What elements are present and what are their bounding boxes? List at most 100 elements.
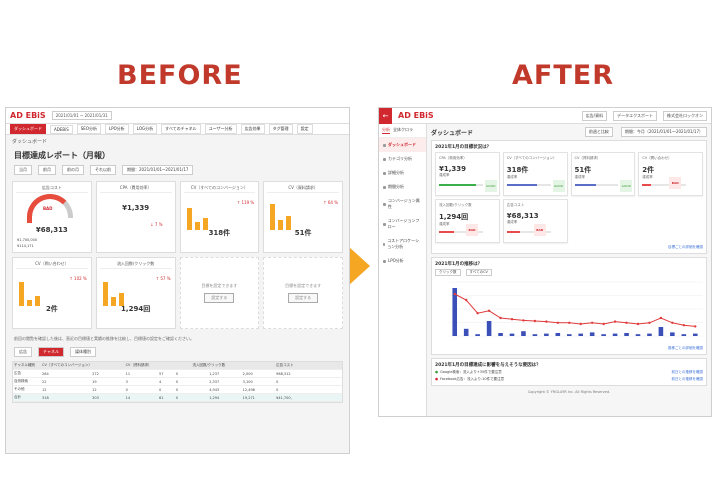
chart-bar[interactable] <box>521 331 526 336</box>
filter-button[interactable]: 前の月 <box>62 165 84 175</box>
chart-bar[interactable] <box>658 327 664 336</box>
goal-card[interactable]: CV（問い合わせ） 2件 達成率 BAD <box>638 152 703 196</box>
filter-button[interactable]: 当月 <box>14 165 32 175</box>
compare-select[interactable]: 前週と比較 <box>584 127 613 137</box>
chart-point[interactable] <box>453 292 456 296</box>
back-arrow-icon[interactable]: ← <box>379 108 392 124</box>
sidebar-item-detail[interactable]: 詳細分析 <box>379 166 426 180</box>
account-menu[interactable]: 株式会社ロックオン <box>663 110 707 121</box>
sidebar-tab[interactable]: 分析 <box>382 127 390 134</box>
table-row[interactable]: 自然検索 22 19 3 4 0 2,337 3,100 0 <box>13 378 342 386</box>
sidebar-item-period[interactable]: 期間分析 <box>379 180 426 194</box>
period-select[interactable]: 期間：今月（2021/01/01〜2021/01/17） <box>620 127 707 137</box>
chart-point[interactable] <box>694 325 697 328</box>
goal-card-cv-all[interactable]: CV（すべてのコンバージョン） ↑ 119 % 318件 <box>179 181 260 253</box>
nav-tab[interactable]: LOG分析 <box>132 124 158 134</box>
chart-bar[interactable] <box>692 333 698 336</box>
chart-bar[interactable] <box>647 333 652 336</box>
nav-tab[interactable]: すべてのチャネル <box>161 124 201 134</box>
chart-bar[interactable] <box>635 334 641 336</box>
table-tab[interactable]: 広告 <box>14 347 32 357</box>
nav-tab[interactable]: 広告効果 <box>240 124 265 134</box>
nav-tab[interactable]: ダッシュボード <box>10 124 46 134</box>
chart-bar[interactable] <box>681 334 687 336</box>
chart-bar[interactable] <box>509 333 515 336</box>
chart-bar[interactable] <box>544 333 549 336</box>
goal-card[interactable]: CPA（費用効率） ¥1,339 達成率 GOOD <box>435 152 500 196</box>
chart-point[interactable] <box>682 324 686 327</box>
chart-bar[interactable] <box>452 288 458 336</box>
chart-bar[interactable] <box>555 333 561 336</box>
nav-tab[interactable]: SEO分析 <box>76 124 101 134</box>
table-row-total[interactable]: 合計 318 303 14 61 0 1,294 19,271 ¥41,700,… <box>13 394 342 402</box>
goal-card[interactable]: CV（資料請求） 51件 達成率 GOOD <box>570 152 636 196</box>
goal-card-clicks[interactable]: 流入回数/クリック数 ↑ 57 % 1,294回 <box>95 257 176 329</box>
chart-point[interactable] <box>476 312 479 315</box>
chart-point[interactable] <box>533 319 537 323</box>
chart-point[interactable] <box>568 321 571 324</box>
sidebar-item-cv-flow[interactable]: コンバージョンフロー <box>379 214 426 234</box>
factor-link[interactable]: 前日との推移を確認 <box>671 370 703 374</box>
chart-bar[interactable] <box>624 333 629 336</box>
set-goal-button[interactable]: 設定する <box>204 293 235 303</box>
filter-button[interactable]: 前月 <box>38 165 56 175</box>
chart-point[interactable] <box>602 322 605 326</box>
nav-tab[interactable]: LPO分析 <box>104 124 129 134</box>
legend-select[interactable]: クリック数 <box>435 269 461 276</box>
goal-card-cv-docs[interactable]: CV（資料請求） ↑ 64 % 51件 <box>263 181 343 253</box>
goal-card-cv-inquiry[interactable]: CV（問い合わせ） ↑ 102 % 2件 <box>12 257 92 329</box>
chart-point[interactable] <box>487 309 491 312</box>
nav-tab[interactable]: ユーザー分析 <box>204 124 237 134</box>
chart-point[interactable] <box>545 320 548 323</box>
chart-point[interactable] <box>659 316 663 320</box>
sidebar-item-dashboard[interactable]: ダッシュボード <box>379 138 426 152</box>
nav-tab[interactable]: ADEBiS <box>50 124 73 134</box>
factor-link[interactable]: 前日との推移を確認 <box>671 377 703 381</box>
nav-tab[interactable]: 設定 <box>296 124 313 134</box>
sidebar-tab[interactable]: 全体クロラ <box>393 127 413 132</box>
sidebar-item-cost-alloc[interactable]: コストアロケーション分析 <box>379 234 426 254</box>
sidebar-item-category[interactable]: カテゴリ分析 <box>379 152 426 166</box>
chart-point[interactable] <box>579 322 582 326</box>
chart-bar[interactable] <box>670 332 675 336</box>
table-row[interactable]: その他 12 12 0 0 0 4,943 12,496 0 <box>13 386 342 394</box>
filter-button[interactable]: それ以前 <box>90 165 116 175</box>
table-tab[interactable]: チャネル <box>38 347 64 357</box>
goal-card[interactable]: 広告コスト ¥68,313 達成率 BAD <box>502 199 568 243</box>
chart-point[interactable] <box>671 321 674 324</box>
chart-bar[interactable] <box>532 334 538 336</box>
chart-bar[interactable] <box>463 328 469 336</box>
trend-detail-link[interactable]: 推移ごとの詳細を確認 <box>668 346 703 350</box>
chart-bar[interactable] <box>601 334 606 336</box>
chart-bar[interactable] <box>578 333 584 336</box>
chart-point[interactable] <box>464 298 468 302</box>
chart-point[interactable] <box>556 321 560 324</box>
chart-point[interactable] <box>613 320 617 323</box>
goal-card[interactable]: CV（すべてのコンバージョン） 318件 達成率 GOOD <box>502 152 568 196</box>
chart-point[interactable] <box>625 321 628 324</box>
toolbar-button[interactable]: データエクスポート <box>613 110 657 121</box>
chart-point[interactable] <box>636 322 640 326</box>
sidebar-item-cv-attr[interactable]: コンバージョン属性 <box>379 194 426 214</box>
goal-card-cost[interactable]: 広告コスト BAD ¥68,313 ¥1,700,000 ¥114,171 <box>12 181 92 253</box>
goal-detail-link[interactable]: 目標ごとの詳細を確認 <box>668 245 703 249</box>
chart-point[interactable] <box>590 321 594 324</box>
chart-bar[interactable] <box>589 332 595 336</box>
toolbar-button[interactable]: 広告/資料 <box>581 110 608 121</box>
chart-point[interactable] <box>510 318 514 321</box>
nav-tab[interactable]: タグ管理 <box>268 124 293 134</box>
legend-select[interactable]: すべてのCV <box>465 269 492 276</box>
chart-point[interactable] <box>522 319 525 322</box>
chart-point[interactable] <box>648 321 651 324</box>
chart-bar[interactable] <box>612 333 618 336</box>
chart-bar[interactable] <box>566 334 572 336</box>
date-range-picker[interactable]: 2021/01/01 ~ 2021/01/31 <box>51 111 112 120</box>
chart-bar[interactable] <box>486 321 492 336</box>
sidebar-item-lpo[interactable]: LPO分析 <box>379 254 426 268</box>
chart-point[interactable] <box>499 316 502 320</box>
goal-card-cpa[interactable]: CPA（費用効率） ¥1,339 ↓ 7 % <box>95 181 176 253</box>
chart-bar[interactable] <box>475 334 480 336</box>
chart-bar[interactable] <box>498 333 503 336</box>
goal-card[interactable]: 流入回数/クリック数 1,294回 達成率 BAD <box>435 199 500 243</box>
table-row[interactable]: 広告 284 272 11 57 0 1,237 2,000 968,312 <box>13 370 342 378</box>
